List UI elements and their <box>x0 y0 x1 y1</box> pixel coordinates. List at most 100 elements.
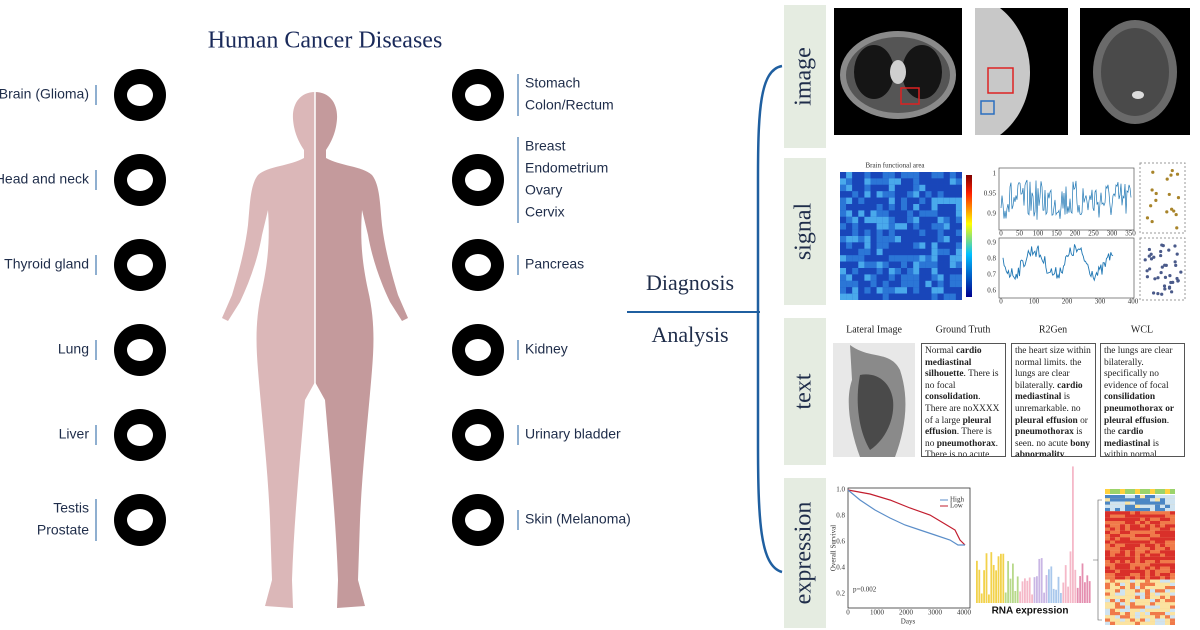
heatmap-cell <box>1140 602 1145 606</box>
heatmap-cell <box>1120 534 1125 538</box>
matrix-cell <box>913 280 920 288</box>
heatmap-cell <box>1165 563 1170 567</box>
heatmap-cell <box>1165 592 1170 596</box>
heatmap-cell <box>1130 612 1135 616</box>
rna-bar <box>1076 587 1079 603</box>
heatmap-cell <box>1130 501 1135 505</box>
heatmap-cell <box>1130 495 1135 499</box>
network-node <box>1175 226 1179 230</box>
rna-bar <box>988 594 990 603</box>
matrix-cell <box>864 197 871 204</box>
matrix-cell <box>846 268 853 275</box>
matrix-cell <box>882 191 889 198</box>
heatmap-cell <box>1110 556 1115 560</box>
matrix-cell <box>919 229 926 236</box>
matrix-cell <box>846 280 853 288</box>
heatmap-cell <box>1165 618 1170 622</box>
heatmap-cell <box>1150 498 1155 502</box>
matrix-cell <box>949 172 956 179</box>
matrix-cell <box>949 255 956 262</box>
matrix-cell <box>894 242 901 249</box>
matrix-cell <box>852 261 859 268</box>
heatmap-cell <box>1125 605 1130 609</box>
heatmap-cell <box>1165 498 1170 502</box>
heatmap-cell <box>1150 586 1155 590</box>
matrix-cell <box>955 261 962 268</box>
matrix-cell <box>882 255 889 262</box>
heatmap-cell <box>1110 530 1115 534</box>
matrix-cell <box>864 293 871 300</box>
organ-label: Pancreas <box>525 256 584 272</box>
rna-bar <box>1009 578 1012 603</box>
heatmap-cell <box>1165 524 1170 528</box>
matrix-cell <box>907 184 914 192</box>
organ-label: Skin (Melanoma) <box>525 511 631 527</box>
heatmap-cell <box>1135 521 1140 525</box>
heatmap-cell <box>1110 508 1115 512</box>
matrix-cell <box>901 216 908 224</box>
matrix-cell <box>931 280 938 288</box>
matrix-cell <box>925 216 932 224</box>
heatmap-cell <box>1155 599 1160 603</box>
heatmap-cell <box>1110 602 1115 606</box>
matrix-cell <box>846 248 853 256</box>
heatmap-cell <box>1160 553 1165 557</box>
heatmap-cell <box>1125 550 1130 554</box>
matrix-cell <box>907 172 914 179</box>
matrix-cell <box>840 204 847 211</box>
matrix-cell <box>852 191 859 198</box>
network-node <box>1171 280 1175 285</box>
heatmap-cell <box>1125 589 1130 593</box>
network-node <box>1169 173 1173 177</box>
heatmap-cell <box>1165 602 1170 606</box>
heatmap-cell <box>1150 556 1155 560</box>
heatmap-cell <box>1110 605 1115 609</box>
network-node <box>1168 273 1172 278</box>
heatmap-cell <box>1120 501 1125 505</box>
matrix-cell <box>876 293 883 300</box>
rna-bar <box>1060 592 1062 603</box>
heatmap-cell <box>1165 576 1170 580</box>
heatmap-cell <box>1130 527 1135 531</box>
matrix-cell <box>846 204 853 211</box>
heatmap-cell <box>1120 599 1125 603</box>
heatmap-cell <box>1110 495 1115 499</box>
heatmap-cell <box>1155 504 1160 508</box>
heatmap-cell <box>1135 547 1140 551</box>
heatmap-cell <box>1105 605 1110 609</box>
report-text: . There are noXXXX of a large <box>925 392 1000 426</box>
heatmap-cell <box>1105 504 1110 508</box>
heatmap-cell <box>1150 550 1155 554</box>
heatmap-cell <box>1120 498 1125 502</box>
heatmap-cell <box>1105 618 1110 622</box>
matrix-cell <box>882 197 889 204</box>
heatmap-cell <box>1145 498 1150 502</box>
heatmap-cell <box>1130 517 1135 521</box>
heatmap-cell <box>1145 608 1150 612</box>
heatmap-cell <box>1120 615 1125 619</box>
matrix-cell <box>852 216 859 224</box>
heatmap-cell <box>1105 621 1110 625</box>
heatmap-cell <box>1165 514 1170 518</box>
heatmap-cell <box>1155 517 1160 521</box>
report-text: pneumothorax <box>1015 427 1074 438</box>
matrix-cell <box>901 204 908 211</box>
matrix-cell <box>949 204 956 211</box>
heatmap-cell <box>1145 511 1150 515</box>
heatmap-cell <box>1105 608 1110 612</box>
matrix-cell <box>931 274 938 281</box>
matrix-cell <box>876 178 883 185</box>
heatmap-cell <box>1160 621 1165 625</box>
rna-bar <box>1045 575 1048 603</box>
network-node <box>1173 244 1177 248</box>
heatmap-cell <box>1110 621 1115 625</box>
matrix-cell <box>840 287 847 294</box>
network-node <box>1159 249 1163 254</box>
heatmap-cell <box>1115 504 1120 508</box>
heatmap-annotation <box>1110 489 1115 494</box>
column-header: Lateral Image <box>846 324 902 335</box>
organ-icon-shape <box>127 169 153 191</box>
heatmap-cell <box>1140 615 1145 619</box>
matrix-cell <box>919 268 926 275</box>
heatmap-cell <box>1150 543 1155 547</box>
